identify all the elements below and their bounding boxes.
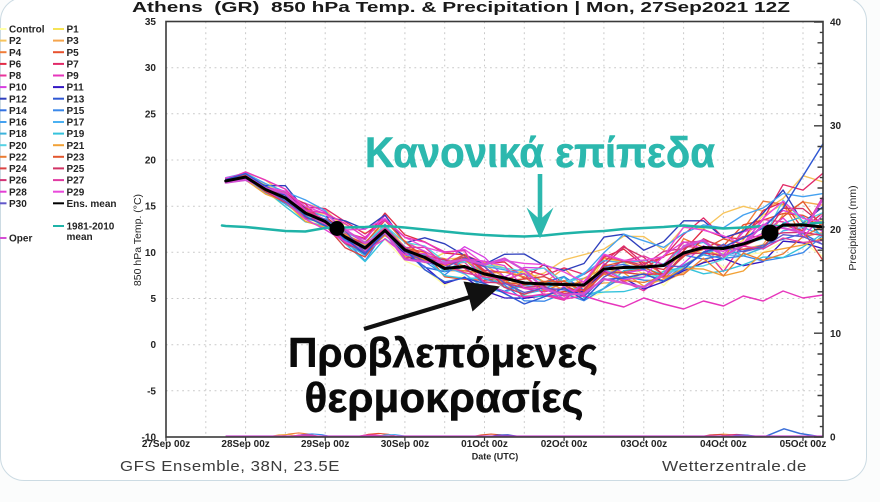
svg-text:30Sep 00z: 30Sep 00z: [381, 439, 429, 450]
svg-text:27Sep 00z: 27Sep 00z: [142, 439, 190, 450]
svg-text:P1: P1: [67, 25, 80, 36]
svg-text:P9: P9: [67, 71, 80, 82]
svg-text:20: 20: [145, 156, 157, 167]
svg-text:Precipitation (mm): Precipitation (mm): [847, 185, 859, 270]
svg-text:P11: P11: [67, 83, 85, 94]
svg-text:15: 15: [145, 202, 157, 213]
svg-text:05Oct 00z: 05Oct 00z: [780, 439, 827, 450]
svg-text:20: 20: [830, 225, 842, 236]
svg-text:40: 40: [830, 18, 842, 29]
svg-text:P13: P13: [67, 94, 85, 105]
svg-text:P7: P7: [67, 60, 80, 71]
svg-text:03Oct 00z: 03Oct 00z: [620, 439, 667, 450]
svg-text:mean: mean: [67, 232, 93, 243]
svg-text:P24: P24: [9, 164, 27, 175]
svg-text:Wetterzentrale.de: Wetterzentrale.de: [662, 458, 807, 475]
svg-text:P10: P10: [9, 83, 27, 94]
svg-text:Date (UTC): Date (UTC): [472, 452, 519, 462]
svg-text:P19: P19: [67, 129, 85, 140]
svg-text:P17: P17: [67, 118, 85, 129]
svg-text:-5: -5: [147, 386, 156, 397]
svg-text:GFS Ensemble, 38N, 23.5E: GFS Ensemble, 38N, 23.5E: [120, 458, 340, 475]
svg-text:Athens (GR) 850 hPa Temp. &: Athens (GR) 850 hPa Temp. & Precipitatio…: [132, 0, 790, 16]
svg-text:P28: P28: [9, 187, 27, 198]
svg-text:P20: P20: [9, 141, 27, 152]
svg-text:1981-2010: 1981-2010: [67, 222, 115, 233]
svg-text:P3: P3: [67, 36, 80, 47]
svg-text:Κανονικά επίπεδα: Κανονικά επίπεδα: [365, 129, 715, 177]
svg-text:P22: P22: [9, 152, 27, 163]
svg-text:Προβλεπόμενες: Προβλεπόμενες: [288, 329, 598, 376]
svg-text:30: 30: [145, 63, 157, 74]
svg-text:P12: P12: [9, 94, 27, 105]
svg-text:P18: P18: [9, 129, 27, 140]
svg-text:P15: P15: [67, 106, 85, 117]
svg-text:-10: -10: [142, 433, 157, 444]
svg-text:35: 35: [145, 17, 157, 28]
svg-text:Oper: Oper: [9, 234, 32, 245]
svg-text:P16: P16: [9, 118, 27, 129]
svg-text:02Oct 00z: 02Oct 00z: [541, 439, 588, 450]
svg-text:01Oct 00z: 01Oct 00z: [461, 439, 508, 450]
svg-text:5: 5: [150, 294, 156, 305]
svg-text:Control: Control: [9, 25, 45, 36]
svg-text:P21: P21: [67, 141, 85, 152]
svg-text:P5: P5: [67, 48, 80, 59]
svg-text:P6: P6: [9, 60, 22, 71]
svg-text:850 hPa Temp. (°C): 850 hPa Temp. (°C): [132, 194, 144, 286]
svg-text:Ens. mean: Ens. mean: [67, 199, 117, 210]
svg-text:P2: P2: [9, 36, 22, 47]
svg-text:P25: P25: [67, 164, 85, 175]
svg-text:P8: P8: [9, 71, 22, 82]
svg-text:P30: P30: [9, 199, 27, 210]
svg-text:P29: P29: [67, 187, 85, 198]
svg-text:0: 0: [150, 340, 156, 351]
svg-text:0: 0: [830, 433, 836, 444]
svg-text:30: 30: [830, 121, 842, 132]
svg-text:P23: P23: [67, 152, 85, 163]
svg-text:P26: P26: [9, 176, 27, 187]
svg-text:P27: P27: [67, 176, 85, 187]
svg-text:04Oct 00z: 04Oct 00z: [700, 439, 747, 450]
svg-text:P14: P14: [9, 106, 27, 117]
svg-text:θερμοκρασίες: θερμοκρασίες: [305, 374, 584, 421]
svg-text:29Sep 00z: 29Sep 00z: [301, 439, 349, 450]
svg-text:28Sep 00z: 28Sep 00z: [221, 439, 269, 450]
svg-text:25: 25: [145, 109, 157, 120]
svg-text:10: 10: [830, 329, 842, 340]
svg-text:P4: P4: [9, 48, 22, 59]
svg-text:10: 10: [145, 248, 157, 259]
